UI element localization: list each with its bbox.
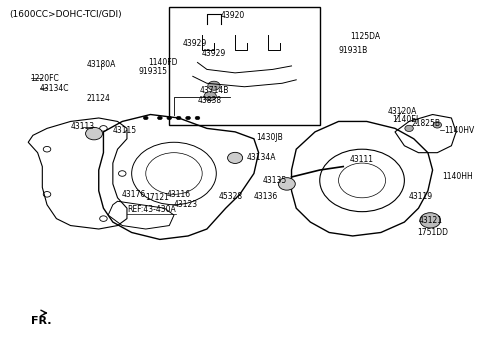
Text: 1220FC: 1220FC bbox=[31, 74, 60, 83]
Text: 43111: 43111 bbox=[350, 155, 374, 164]
Text: 43134A: 43134A bbox=[247, 153, 276, 162]
Text: 1125DA: 1125DA bbox=[350, 32, 381, 41]
Text: 17121: 17121 bbox=[145, 193, 169, 202]
Text: 43176: 43176 bbox=[122, 190, 146, 199]
Circle shape bbox=[228, 152, 242, 163]
Circle shape bbox=[144, 116, 148, 120]
Text: 21124: 21124 bbox=[87, 94, 111, 103]
Text: REF:43-430A: REF:43-430A bbox=[127, 205, 176, 214]
Text: 1751DD: 1751DD bbox=[417, 228, 448, 237]
Circle shape bbox=[405, 125, 413, 132]
Text: 43115: 43115 bbox=[112, 126, 137, 135]
Text: (1600CC>DOHC-TCI/GDI): (1600CC>DOHC-TCI/GDI) bbox=[10, 10, 122, 19]
Circle shape bbox=[186, 116, 191, 120]
Circle shape bbox=[420, 213, 441, 228]
Text: 43136: 43136 bbox=[253, 192, 278, 201]
Text: 43123: 43123 bbox=[174, 200, 198, 209]
Circle shape bbox=[167, 116, 172, 120]
Text: 43714B: 43714B bbox=[199, 86, 228, 95]
Text: 1140HH: 1140HH bbox=[442, 172, 473, 181]
Text: 43119: 43119 bbox=[409, 192, 433, 201]
Text: 45328: 45328 bbox=[218, 192, 242, 201]
Circle shape bbox=[208, 81, 220, 90]
Text: 43121: 43121 bbox=[418, 216, 442, 225]
Text: 43113: 43113 bbox=[70, 122, 95, 131]
Text: 43920: 43920 bbox=[221, 11, 245, 20]
Text: 43120A: 43120A bbox=[387, 107, 417, 116]
Text: 43838: 43838 bbox=[197, 96, 221, 105]
Text: 1430JB: 1430JB bbox=[256, 133, 283, 142]
Text: 1140HV: 1140HV bbox=[444, 126, 475, 135]
Bar bbox=[169, 7, 320, 125]
Text: 43929: 43929 bbox=[183, 39, 207, 48]
Circle shape bbox=[157, 116, 162, 120]
Text: 1140EJ: 1140EJ bbox=[393, 115, 419, 124]
Circle shape bbox=[204, 92, 216, 101]
Text: 21825B: 21825B bbox=[411, 119, 441, 128]
Text: 1140FD: 1140FD bbox=[148, 58, 178, 67]
Text: 43180A: 43180A bbox=[86, 60, 116, 69]
Text: FR.: FR. bbox=[31, 316, 51, 326]
Text: 91931B: 91931B bbox=[338, 46, 368, 55]
Text: 43134C: 43134C bbox=[40, 84, 70, 93]
Text: 919315: 919315 bbox=[139, 67, 168, 76]
Circle shape bbox=[176, 116, 181, 120]
Text: 43929: 43929 bbox=[202, 49, 226, 58]
Text: 43116: 43116 bbox=[167, 190, 191, 199]
Circle shape bbox=[85, 127, 103, 140]
Text: 43135: 43135 bbox=[263, 176, 287, 185]
Circle shape bbox=[195, 116, 200, 120]
Circle shape bbox=[433, 122, 442, 128]
Circle shape bbox=[278, 178, 295, 190]
